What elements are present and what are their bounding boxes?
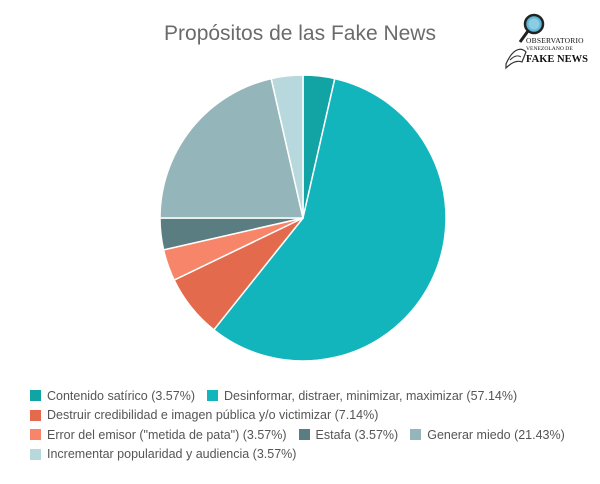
legend: Contenido satírico (3.57%) Desinformar, d… <box>30 386 590 464</box>
logo-line-2: VENEZOLANO DE <box>526 46 573 52</box>
chart-title: Propósitos de las Fake News <box>164 22 436 45</box>
legend-item-5[interactable]: Generar miedo (21.43%) <box>410 428 565 442</box>
legend-item-2[interactable]: Destruir credibilidad e imagen pública y… <box>30 408 378 422</box>
legend-swatch <box>410 429 422 441</box>
legend-label: Destruir credibilidad e imagen pública y… <box>47 408 379 423</box>
legend-row: Contenido satírico (3.57%) Desinformar, d… <box>30 386 590 406</box>
legend-swatch <box>30 390 41 402</box>
legend-row: Destruir credibilidad e imagen pública y… <box>30 406 590 426</box>
legend-label: Error del emisor ("metida de pata") (3.5… <box>47 427 287 442</box>
legend-item-3[interactable]: Error del emisor ("metida de pata") (3.5… <box>30 428 287 442</box>
legend-label: Contenido satírico (3.57%) <box>47 388 195 403</box>
logo-line-3: FAKE NEWS <box>526 54 588 65</box>
legend-swatch <box>207 390 218 402</box>
legend-row: Error del emisor ("metida de pata") (3.5… <box>30 425 590 445</box>
legend-label: Estafa (3.57%) <box>315 427 399 442</box>
legend-item-0[interactable]: Contenido satírico (3.57%) <box>30 389 195 403</box>
legend-label: Incrementar popularidad y audiencia (3.5… <box>47 447 297 462</box>
legend-row: Incrementar popularidad y audiencia (3.5… <box>30 445 590 465</box>
legend-swatch <box>30 448 41 460</box>
legend-label: Desinformar, distraer, minimizar, maximi… <box>224 388 518 403</box>
pie-slice-1[interactable] <box>212 77 447 362</box>
legend-swatch <box>30 409 41 421</box>
legend-item-1[interactable]: Desinformar, distraer, minimizar, maximi… <box>207 389 517 403</box>
observatorio-logo: OBSERVATORIO VENEZOLANO DE FAKE NEWS <box>502 12 592 72</box>
legend-label: Generar miedo (21.43%) <box>427 427 565 442</box>
legend-swatch <box>30 429 41 441</box>
legend-item-4[interactable]: Estafa (3.57%) <box>298 427 399 442</box>
logo-line-1: OBSERVATORIO <box>526 36 584 45</box>
pie-chart <box>159 74 447 362</box>
legend-swatch <box>298 429 310 441</box>
magnifier-icon <box>505 13 545 70</box>
pie-slice-6[interactable] <box>270 74 304 219</box>
pie-slice-5[interactable] <box>159 77 304 219</box>
legend-item-6[interactable]: Incrementar popularidad y audiencia (3.5… <box>30 447 296 461</box>
